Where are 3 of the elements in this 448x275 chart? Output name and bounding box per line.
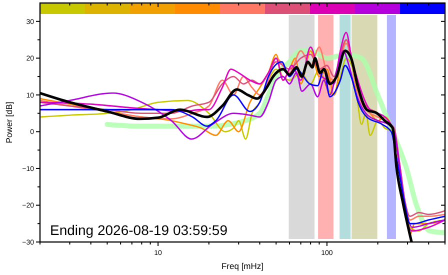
annotation: Ending 2026-08-19 03:59:59	[50, 222, 228, 238]
y-axis-title: Power [dB]	[4, 102, 14, 144]
x-axis-title: Freq [mHz]	[221, 261, 264, 271]
